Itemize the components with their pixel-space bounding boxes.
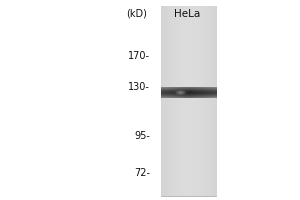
- Text: 95-: 95-: [134, 131, 150, 141]
- Text: 72-: 72-: [134, 168, 150, 178]
- Text: HeLa: HeLa: [174, 9, 201, 19]
- Text: 130-: 130-: [128, 82, 150, 92]
- Text: 170-: 170-: [128, 51, 150, 61]
- Text: (kD): (kD): [126, 9, 147, 19]
- Bar: [160, 6, 216, 196]
